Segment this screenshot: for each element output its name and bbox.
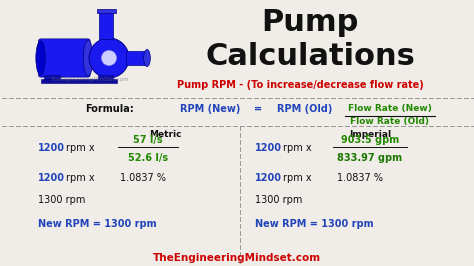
Text: Pump RPM - (To increase/decrease flow rate): Pump RPM - (To increase/decrease flow ra…: [177, 80, 423, 90]
Text: New RPM = 1300 rpm: New RPM = 1300 rpm: [255, 219, 374, 229]
Bar: [45, 75, 60, 81]
Text: 833.97 gpm: 833.97 gpm: [337, 153, 402, 163]
Text: TheEngineeringMindset.com: TheEngineeringMindset.com: [153, 253, 321, 263]
Text: 57 l/s: 57 l/s: [133, 135, 163, 145]
Text: 1200: 1200: [38, 173, 65, 183]
Text: Formula:: Formula:: [86, 104, 134, 114]
Ellipse shape: [36, 41, 46, 75]
Bar: [98, 75, 113, 81]
Ellipse shape: [83, 40, 93, 76]
Text: 1.0837 %: 1.0837 %: [337, 173, 383, 183]
Text: RPM (New): RPM (New): [180, 104, 240, 114]
Text: 1200: 1200: [38, 143, 65, 153]
Text: 1300 rpm: 1300 rpm: [38, 195, 85, 205]
Text: RPM (Old): RPM (Old): [277, 104, 333, 114]
Text: Flow Rate (New): Flow Rate (New): [348, 104, 432, 113]
Text: rpm x: rpm x: [283, 143, 311, 153]
Text: 1200: 1200: [255, 173, 282, 183]
Text: Pump: Pump: [261, 8, 359, 37]
Text: rpm x: rpm x: [66, 173, 95, 183]
Bar: [97, 9, 116, 13]
Ellipse shape: [144, 49, 150, 66]
Text: 903.5 gpm: 903.5 gpm: [341, 135, 399, 145]
Text: rpm x: rpm x: [66, 143, 95, 153]
Text: Metric: Metric: [149, 130, 181, 139]
Bar: [100, 10, 113, 39]
Text: Imperial: Imperial: [349, 130, 391, 139]
Ellipse shape: [89, 38, 129, 78]
Text: =: =: [254, 104, 262, 114]
Text: 1200: 1200: [255, 143, 282, 153]
Bar: [41, 79, 117, 83]
Text: rpm x: rpm x: [283, 173, 311, 183]
Text: Calculations: Calculations: [205, 42, 415, 71]
Text: Flow Rate (Old): Flow Rate (Old): [350, 117, 429, 126]
Text: 1300 rpm: 1300 rpm: [255, 195, 302, 205]
FancyBboxPatch shape: [38, 39, 90, 77]
Bar: [126, 51, 147, 65]
Ellipse shape: [101, 50, 117, 66]
Text: TheEngineeringMindset.com: TheEngineeringMindset.com: [51, 77, 129, 82]
Text: New RPM = 1300 rpm: New RPM = 1300 rpm: [38, 219, 156, 229]
Text: 52.6 l/s: 52.6 l/s: [128, 153, 168, 163]
Text: 1.0837 %: 1.0837 %: [120, 173, 166, 183]
